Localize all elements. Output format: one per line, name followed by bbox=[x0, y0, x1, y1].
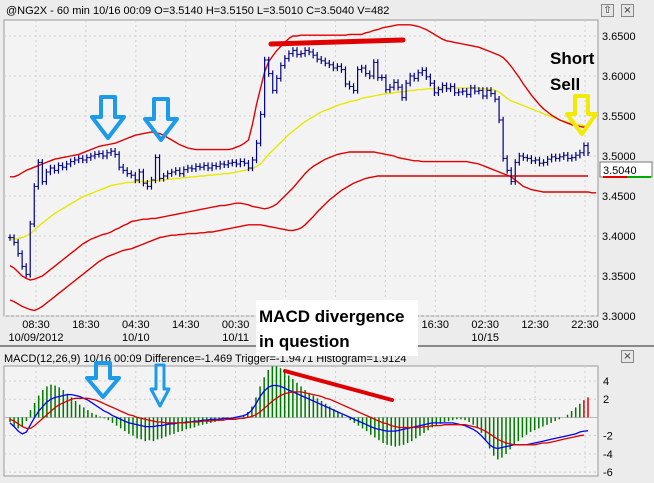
price-x-tick-time: 18:30 bbox=[72, 319, 100, 331]
macd-y-tick-label: -6 bbox=[603, 467, 613, 479]
price-x-tick-time: 04:30 bbox=[122, 319, 150, 331]
bollinger-bands bbox=[9, 24, 597, 312]
macd-y-axis: 4 2 -2 -4 -6 bbox=[603, 376, 613, 479]
macd-panel-close-button[interactable]: × bbox=[621, 350, 634, 363]
price-y-tick-label: 3.6000 bbox=[602, 71, 636, 83]
price-x-tick-time: 08:30 bbox=[22, 319, 50, 331]
price-x-tick-time: 16:30 bbox=[422, 319, 450, 331]
moving-average-line bbox=[9, 87, 589, 241]
price-y-tick-label: 3.4500 bbox=[602, 191, 636, 203]
macd-y-tick-label: 4 bbox=[603, 376, 609, 388]
price-y-axis: 3.6500 3.6000 3.5500 3.5000 3.4500 3.4000 3.35… bbox=[602, 31, 636, 323]
price-x-tick-time: 12:30 bbox=[521, 319, 549, 331]
blue-down-arrow-macd-1 bbox=[85, 361, 121, 399]
price-x-tick-time: 02:30 bbox=[471, 319, 499, 331]
macd-y-tick-label: 2 bbox=[603, 394, 609, 406]
macd-plot-area bbox=[3, 365, 599, 477]
inner-band-line bbox=[9, 151, 597, 281]
lower-band-line bbox=[9, 175, 588, 312]
price-y-tick-label: 3.5000 bbox=[602, 151, 636, 163]
macd-divergence-label-2: in question bbox=[259, 332, 350, 351]
price-y-tick-label: 3.4000 bbox=[602, 231, 636, 243]
last-price-label: 3.5040 bbox=[603, 165, 637, 177]
price-y-tick-label: 3.6500 bbox=[602, 31, 636, 43]
macd-divergence-label-1: MACD divergence bbox=[259, 307, 404, 326]
macd-divergence-line bbox=[283, 369, 394, 402]
price-plot-area bbox=[3, 19, 599, 317]
price-panel-close-button[interactable]: × bbox=[621, 4, 634, 17]
macd-divergence-callout bbox=[256, 300, 418, 356]
price-bars bbox=[8, 47, 590, 278]
yellow-down-arrow bbox=[565, 94, 598, 136]
price-y-tick-label: 3.3000 bbox=[602, 311, 636, 323]
price-x-tick-date: 10/11 bbox=[222, 332, 249, 344]
price-y-tick-label: 3.5500 bbox=[602, 111, 636, 123]
price-x-tick-time: 22:30 bbox=[571, 319, 599, 331]
macd-trigger-line bbox=[9, 391, 584, 446]
price-x-tick-date: 10/15 bbox=[471, 332, 499, 344]
macd-difference-line bbox=[9, 384, 589, 450]
macd-lines bbox=[9, 384, 589, 450]
price-panel-title: @NG2X - 60 min 10/16 00:09 O=3.5140 H=3.… bbox=[6, 5, 389, 17]
panel-up-button[interactable]: ⇧ bbox=[601, 4, 614, 17]
blue-down-arrow-2 bbox=[143, 97, 179, 142]
price-x-tick-time: 14:30 bbox=[172, 319, 200, 331]
price-x-tick-date: 10/10 bbox=[122, 332, 150, 344]
price-high-trendline bbox=[268, 37, 406, 47]
macd-y-tick-label: -4 bbox=[603, 449, 613, 461]
blue-down-arrow-macd-2 bbox=[149, 363, 171, 408]
upper-band-line bbox=[10, 24, 589, 178]
price-x-tick-date: 10/09/2012 bbox=[8, 332, 63, 344]
blue-down-arrow-1 bbox=[90, 95, 126, 140]
macd-y-tick-label: -2 bbox=[603, 431, 613, 443]
short-sell-label-2: Sell bbox=[550, 75, 580, 94]
price-x-tick-time: 00:30 bbox=[222, 319, 250, 331]
price-y-tick-label: 3.3500 bbox=[602, 271, 636, 283]
short-sell-label-1: Short bbox=[550, 49, 595, 68]
